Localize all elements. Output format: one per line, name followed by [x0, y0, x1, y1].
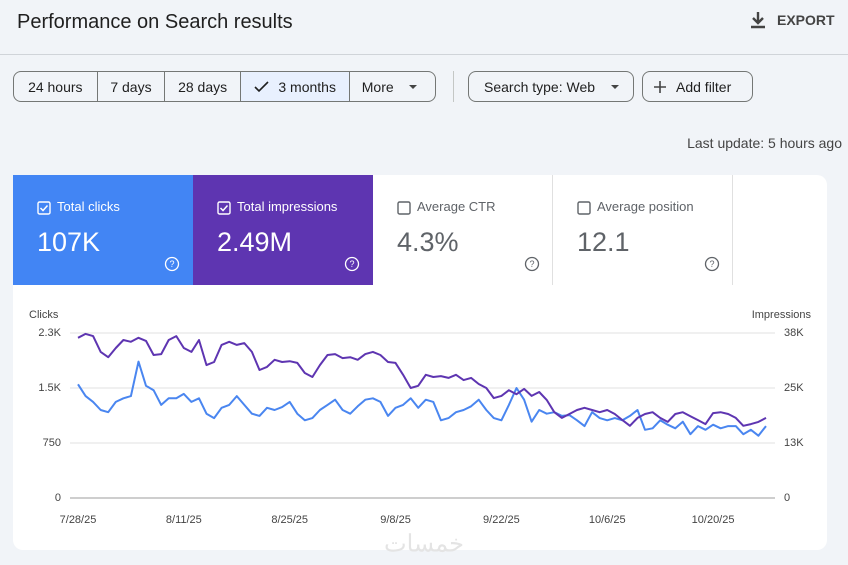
series-line — [77, 360, 767, 437]
divider — [0, 54, 848, 55]
date-range-group: 24 hours 7 days 28 days 3 months More — [13, 71, 436, 102]
metric-card[interactable]: Total impressions 2.49M? — [193, 175, 373, 285]
series-line — [77, 332, 767, 427]
checkbox — [577, 201, 591, 215]
y2-tick-label: 38K — [784, 327, 804, 339]
metric-label: Total impressions — [237, 199, 338, 214]
separator — [453, 71, 454, 102]
y-tick-label: 1.5K — [38, 382, 61, 394]
range-button[interactable]: 3 months — [239, 72, 350, 101]
y2-tick-label: 25K — [784, 382, 804, 394]
range-button[interactable]: 28 days — [164, 72, 240, 101]
last-update: Last update: 5 hours ago — [687, 135, 842, 151]
metric-value: 4.3% — [397, 227, 459, 257]
export-label: EXPORT — [777, 12, 835, 28]
check-icon — [254, 80, 269, 92]
y2-tick-label: 13K — [784, 437, 804, 449]
metric-card[interactable]: Average position 12.1? — [553, 175, 733, 285]
metric-value: 12.1 — [577, 227, 630, 257]
checkbox — [217, 201, 231, 215]
help-icon: ? — [704, 256, 720, 272]
watermark: خمسات — [384, 530, 464, 557]
add-filter-label: Add filter — [676, 78, 732, 95]
x-tick-label: 8/25/25 — [271, 514, 308, 526]
y-axis-label: Clicks — [29, 309, 59, 321]
page-title: Performance on Search results — [17, 11, 293, 33]
metric-value: 107K — [37, 227, 101, 257]
y-tick-label: 2.3K — [38, 327, 61, 339]
metric-label: Average CTR — [417, 199, 496, 214]
y-tick-label: 0 — [55, 492, 61, 504]
metric-label: Total clicks — [57, 199, 120, 214]
help-icon: ? — [524, 256, 540, 272]
x-tick-label: 10/6/25 — [589, 514, 626, 526]
metric-label: Average position — [597, 199, 694, 214]
y2-tick-label: 0 — [784, 492, 790, 504]
svg-text:?: ? — [349, 259, 354, 269]
plus-icon — [654, 80, 666, 93]
search-type-button[interactable]: Search type: Web — [468, 71, 634, 102]
add-filter-button[interactable]: Add filter — [642, 71, 753, 102]
range-label: 7 days — [110, 78, 152, 95]
checkbox — [397, 201, 411, 215]
range-label: 24 hours — [28, 78, 83, 95]
export-button[interactable]: EXPORT — [749, 10, 835, 30]
search-type-label: Search type: Web — [484, 78, 596, 95]
range-label: More — [361, 78, 394, 95]
range-button[interactable]: 7 days — [96, 72, 165, 101]
x-tick-label: 10/20/25 — [692, 514, 735, 526]
range-button[interactable]: More — [349, 72, 435, 101]
caret — [408, 84, 417, 89]
x-tick-label: 8/11/25 — [166, 514, 202, 526]
range-button[interactable]: 24 hours — [14, 72, 97, 101]
range-label: 28 days — [178, 78, 228, 95]
help-icon: ? — [164, 256, 180, 272]
y-tick-label: 750 — [43, 437, 61, 449]
download-icon — [751, 12, 765, 29]
range-label: 3 months — [278, 78, 336, 95]
x-tick-label: 7/28/25 — [60, 514, 97, 526]
metric-value: 2.49M — [217, 227, 293, 257]
svg-text:?: ? — [709, 259, 714, 269]
svg-text:?: ? — [169, 259, 174, 269]
svg-text:?: ? — [529, 259, 534, 269]
y2-axis-label: Impressions — [752, 309, 812, 321]
help-icon: ? — [344, 256, 360, 272]
checkbox — [37, 201, 51, 215]
x-tick-label: 9/22/25 — [483, 514, 520, 526]
caret — [611, 84, 620, 89]
metric-card[interactable]: Total clicks 107K? — [13, 175, 193, 285]
x-tick-label: 9/8/25 — [380, 514, 411, 526]
metric-card[interactable]: Average CTR 4.3%? — [373, 175, 553, 285]
